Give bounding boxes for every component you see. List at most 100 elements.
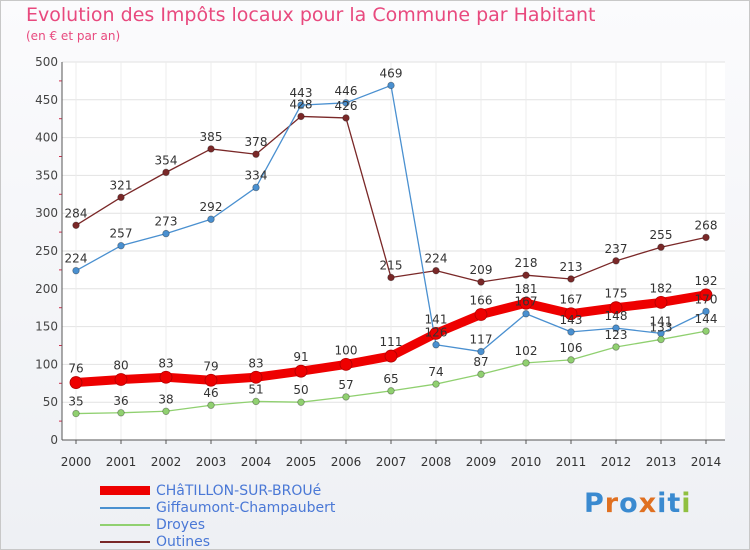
- data-label-chatillon-2000: 76: [68, 362, 83, 376]
- data-label-droyes-2006: 57: [338, 378, 353, 392]
- legend-swatch-chatillon: [100, 486, 150, 495]
- data-label-chatillon-2012: 175: [605, 287, 628, 301]
- data-point-giffaumont-2005: [297, 101, 305, 109]
- data-label-giffaumont-2004: 334: [245, 168, 268, 182]
- data-point-droyes-2009: [477, 370, 485, 378]
- legend-label-droyes: Droyes: [156, 516, 205, 533]
- y-tick-label-150: 150: [35, 320, 58, 334]
- data-label-outines-2002: 354: [155, 153, 178, 167]
- data-point-droyes-2005: [297, 398, 305, 406]
- data-label-outines-2006: 426: [335, 99, 358, 113]
- data-label-outines-2014: 268: [695, 218, 718, 232]
- data-label-droyes-2012: 123: [605, 328, 628, 342]
- data-point-droyes-2013: [657, 335, 665, 344]
- data-label-outines-2011: 213: [560, 260, 583, 274]
- data-point-outines-2009: [477, 278, 485, 286]
- data-label-droyes-2008: 74: [428, 365, 443, 379]
- data-point-giffaumont-2008: [432, 341, 440, 349]
- data-point-giffaumont-2007: [387, 81, 395, 90]
- data-label-outines-2005: 428: [290, 97, 313, 111]
- data-point-outines-2010: [522, 271, 530, 279]
- data-point-outines-2011: [567, 275, 575, 283]
- legend-item-giffaumont: Giffaumont-Champaubert: [100, 499, 335, 516]
- x-tick-label-2003: 2003: [196, 455, 227, 469]
- data-point-outines-2004: [252, 150, 260, 158]
- data-point-outines-2003: [207, 145, 215, 153]
- legend-swatch-droyes: [100, 523, 150, 526]
- data-label-droyes-2014: 144: [695, 312, 718, 326]
- data-label-outines-2013: 255: [650, 228, 673, 242]
- x-tick-label-2002: 2002: [151, 455, 182, 469]
- legend-swatch-giffaumont: [100, 506, 150, 509]
- logo-letter: i: [681, 488, 692, 519]
- x-tick-label-2008: 2008: [421, 455, 452, 469]
- data-point-outines-2014: [702, 233, 710, 242]
- data-label-chatillon-2011: 167: [560, 293, 583, 307]
- legend: CHâTILLON-SUR-BROUé Giffaumont-Champaube…: [100, 482, 335, 550]
- data-label-giffaumont-2012: 148: [605, 309, 628, 323]
- data-point-droyes-2008: [432, 380, 440, 388]
- data-point-giffaumont-2002: [162, 229, 170, 238]
- x-tick-label-2007: 2007: [376, 455, 407, 469]
- legend-label-chatillon: CHâTILLON-SUR-BROUé: [156, 482, 322, 499]
- y-tick-label-0: 0: [50, 433, 58, 447]
- data-label-droyes-2005: 50: [293, 383, 308, 397]
- data-label-chatillon-2006: 100: [335, 343, 358, 357]
- data-label-chatillon-2007: 111: [380, 335, 403, 349]
- data-label-droyes-2001: 36: [113, 394, 128, 408]
- x-tick-label-2013: 2013: [646, 455, 677, 469]
- data-label-giffaumont-2009: 117: [470, 333, 493, 347]
- data-label-giffaumont-2007: 469: [380, 66, 403, 80]
- data-label-outines-2010: 218: [515, 256, 538, 270]
- data-label-giffaumont-2014: 170: [695, 292, 718, 306]
- x-tick-label-2010: 2010: [511, 455, 542, 469]
- data-label-outines-2012: 237: [605, 242, 628, 256]
- chart-title: Evolution des Impôts locaux pour la Comm…: [26, 4, 596, 26]
- data-point-chatillon-2009: [474, 308, 488, 321]
- y-tick-label-350: 350: [35, 168, 58, 182]
- data-point-chatillon-2010: [519, 296, 533, 310]
- data-point-chatillon-2011: [564, 307, 578, 321]
- y-tick-label-300: 300: [35, 206, 58, 220]
- data-label-chatillon-2013: 182: [650, 281, 673, 295]
- data-point-giffaumont-2006: [342, 99, 350, 107]
- data-label-giffaumont-2006: 446: [335, 84, 358, 98]
- data-label-giffaumont-2010: 167: [515, 295, 538, 309]
- data-point-droyes-2006: [342, 393, 350, 401]
- data-point-outines-2013: [657, 243, 665, 251]
- logo-letter: o: [619, 488, 639, 519]
- y-tick-label-500: 500: [35, 55, 58, 69]
- data-label-giffaumont-2003: 292: [200, 200, 223, 214]
- data-point-chatillon-2002: [159, 370, 173, 384]
- y-tick-label-450: 450: [35, 93, 58, 107]
- data-point-droyes-2012: [612, 343, 620, 351]
- data-point-droyes-2003: [207, 401, 215, 409]
- logo-letter: i: [657, 488, 668, 519]
- data-point-droyes-2010: [522, 359, 530, 367]
- proxiti-logo: Proxiti: [584, 488, 692, 519]
- data-point-giffaumont-2001: [117, 242, 125, 250]
- data-label-giffaumont-2001: 257: [110, 227, 133, 241]
- data-point-giffaumont-2003: [207, 215, 215, 223]
- data-point-giffaumont-2010: [522, 310, 530, 318]
- data-point-outines-2007: [387, 273, 395, 282]
- data-label-chatillon-2014: 192: [695, 274, 718, 288]
- data-label-droyes-2010: 102: [515, 344, 538, 358]
- y-tick-label-250: 250: [35, 244, 58, 258]
- legend-label-outines: Outines: [156, 533, 211, 550]
- x-tick-label-2001: 2001: [106, 455, 137, 469]
- x-tick-label-2012: 2012: [601, 455, 632, 469]
- data-point-chatillon-2008: [429, 327, 443, 340]
- x-tick-label-2014: 2014: [691, 455, 722, 469]
- data-label-droyes-2003: 46: [203, 386, 218, 400]
- data-point-chatillon-2012: [609, 301, 623, 315]
- legend-label-giffaumont: Giffaumont-Champaubert: [156, 499, 336, 516]
- data-point-giffaumont-2000: [72, 266, 80, 275]
- data-point-outines-2006: [342, 114, 350, 122]
- data-point-chatillon-2006: [339, 357, 353, 371]
- logo-letter: P: [584, 488, 605, 519]
- data-point-droyes-2002: [162, 407, 170, 415]
- data-label-chatillon-2008: 141: [425, 312, 448, 326]
- logo-letter: r: [604, 488, 620, 519]
- x-tick-label-2005: 2005: [286, 455, 317, 469]
